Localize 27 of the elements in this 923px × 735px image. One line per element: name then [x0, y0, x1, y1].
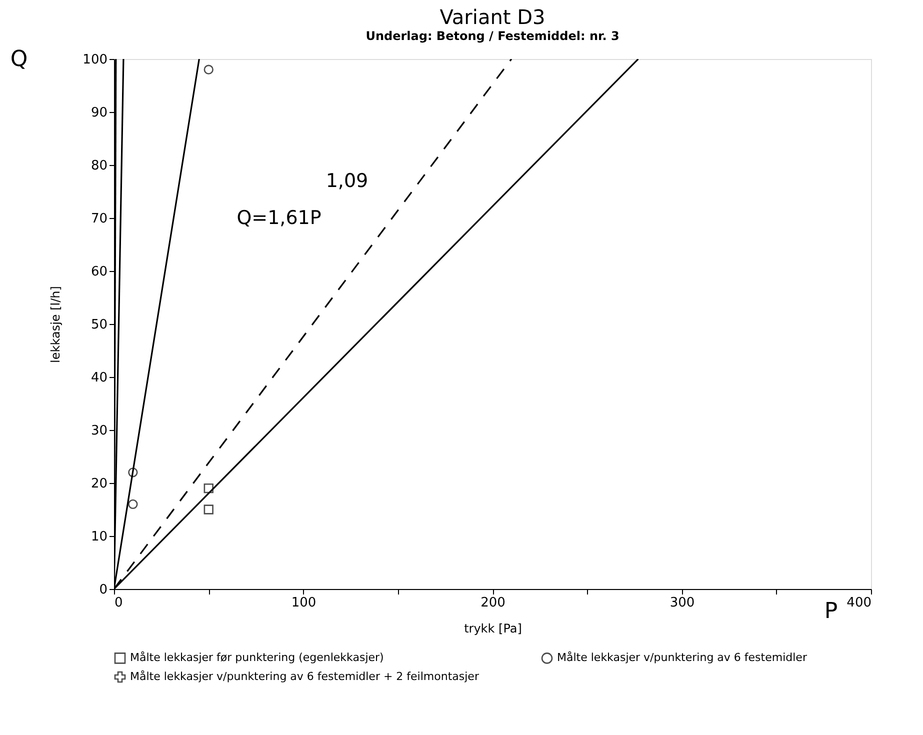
- y-tick-label: 30: [90, 424, 108, 438]
- y-tick-label: 50: [90, 318, 108, 332]
- y-tick-label: 80: [90, 158, 108, 174]
- y-tick-label: 0: [99, 582, 108, 598]
- y-tick-label: 60: [90, 264, 108, 280]
- chart-subtitle: Underlag: Betong / Festemiddel: nr. 3: [366, 29, 620, 43]
- x-axis-title: trykk [Pa]: [464, 622, 522, 636]
- y-tick-label: 100: [82, 52, 108, 68]
- y-tick-label: 10: [90, 530, 108, 544]
- text: Q: [10, 47, 28, 72]
- x-tick-label: 300: [670, 596, 695, 610]
- x-tick-label: 0: [114, 596, 123, 610]
- chart-title: Variant D3: [440, 5, 546, 29]
- x-tick-label: 100: [291, 596, 316, 610]
- legend-label: Målte lekkasjer v/punktering av 6 festemidler: [557, 651, 808, 664]
- y-tick-label: 40: [90, 370, 108, 386]
- legend-label: Målte lekkasjer v/punktering av 6 festemidler + 2 feilmontasjer: [130, 670, 480, 683]
- y-tick-label: 20: [90, 476, 108, 492]
- y-tick-label: 70: [90, 212, 108, 226]
- text: P: [824, 599, 838, 624]
- annotation: Q=1,61P: [236, 207, 322, 229]
- x-tick-label: 200: [480, 596, 506, 610]
- legend-label: Målte lekkasjer før punktering (egenlekkasjer): [130, 651, 384, 664]
- y-tick-label: 90: [90, 106, 108, 120]
- y-axis-title: lekkasje [l/h]: [48, 286, 63, 363]
- annotation: 1,09: [326, 170, 368, 192]
- x-tick-label: 400: [846, 596, 872, 610]
